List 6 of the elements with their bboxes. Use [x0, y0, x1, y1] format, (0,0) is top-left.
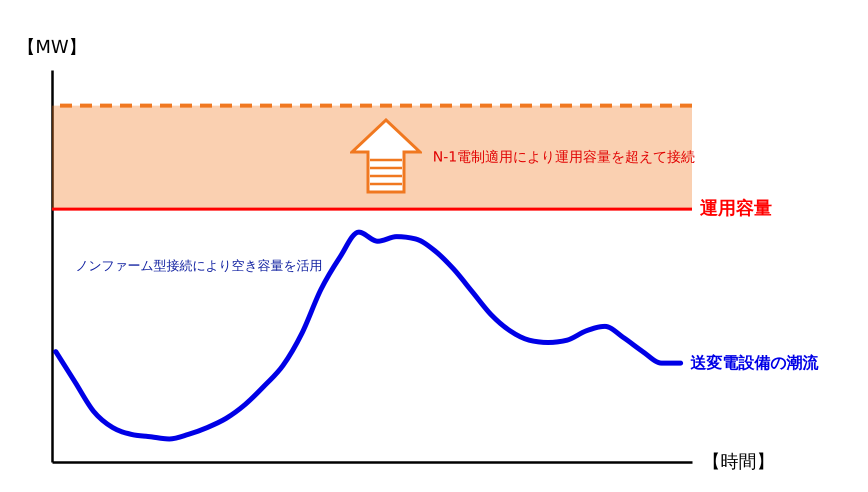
ref-line-label: 運用容量 — [699, 198, 772, 220]
annotation: ノンファーム型接続により空き容量を活用 — [76, 258, 323, 274]
text: N-1電制適用により運用容量を超えて接続 — [432, 149, 696, 166]
x-axis-title: 【時間】 — [702, 452, 774, 472]
text: 【MW】 — [17, 37, 87, 58]
series-label: 送変電設備の潮流 — [690, 353, 820, 372]
